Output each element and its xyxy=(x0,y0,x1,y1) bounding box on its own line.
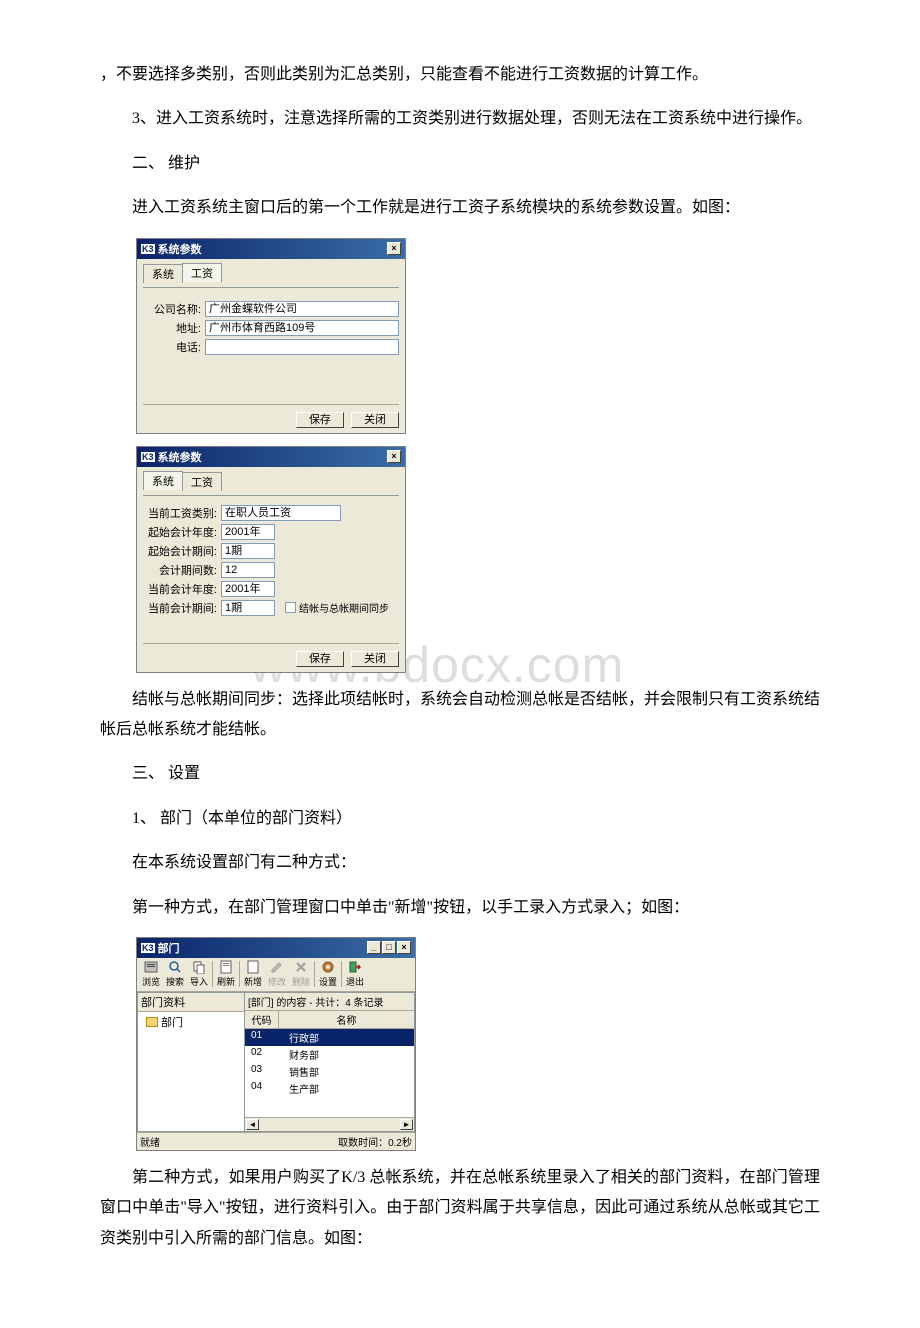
dialog-titlebar: K3 系统参数 × xyxy=(137,447,405,467)
checkbox-sync[interactable] xyxy=(285,602,296,613)
paragraph: 结帐与总帐期间同步：选择此项结帐时，系统会自动检测总帐是否结帐，并会限制只有工资… xyxy=(100,685,820,746)
input-cur-period[interactable]: 1期 xyxy=(221,600,275,616)
checkbox-sync-label: 结帐与总帐期间同步 xyxy=(299,600,389,615)
label-cur-type: 当前工资类别: xyxy=(143,505,221,521)
import-icon xyxy=(192,960,206,974)
tree-root-label: 部门 xyxy=(161,1014,183,1030)
toolbar: 浏览 搜索 导入 刷新 新增 xyxy=(137,958,415,992)
exit-icon xyxy=(348,960,362,974)
close-icon[interactable]: × xyxy=(387,242,401,255)
system-param-dialog-salary-tab: K3 系统参数 × 系统 工资 当前工资类别: 在职人员工资 起始会计年度: xyxy=(136,446,406,673)
input-cur-year[interactable]: 2001年 xyxy=(221,581,275,597)
paragraph: 进入工资系统主窗口后的第一个工作就是进行工资子系统模块的系统参数设置。如图： xyxy=(100,193,820,223)
horizontal-scrollbar[interactable]: ◄ ► xyxy=(245,1117,414,1131)
tabs: 系统 工资 xyxy=(143,263,399,282)
tb-setting[interactable]: 设置 xyxy=(316,960,340,988)
label-start-year: 起始会计年度: xyxy=(143,524,221,540)
section-heading: 三、 设置 xyxy=(100,759,820,789)
table-row[interactable]: 03 销售部 xyxy=(245,1063,414,1080)
input-cur-type[interactable]: 在职人员工资 xyxy=(221,505,341,521)
paragraph: 1、 部门（本单位的部门资料） xyxy=(100,804,820,834)
dialog-titlebar: K3 部门 _ □ × xyxy=(137,938,415,958)
paragraph: 第二种方式，如果用户购买了K/3 总帐系统，并在总帐系统里录入了相关的部门资料，… xyxy=(100,1163,820,1254)
folder-icon xyxy=(146,1017,158,1027)
table-row[interactable]: 02 财务部 xyxy=(245,1046,414,1063)
search-icon xyxy=(168,960,182,974)
tb-add[interactable]: 新增 xyxy=(241,960,265,988)
dialog-title: 系统参数 xyxy=(158,241,202,257)
table-row[interactable]: 04 生产部 xyxy=(245,1080,414,1097)
setting-icon xyxy=(321,960,335,974)
save-button[interactable]: 保存 xyxy=(296,412,344,428)
tb-delete[interactable]: 删除 xyxy=(289,960,313,988)
tb-browse[interactable]: 浏览 xyxy=(139,960,163,988)
brand-icon: K3 xyxy=(141,943,155,953)
tree-heading: 部门资料 xyxy=(138,993,244,1012)
paragraph: 第一种方式，在部门管理窗口中单击"新增"按钮，以手工录入方式录入；如图： xyxy=(100,893,820,923)
maximize-icon[interactable]: □ xyxy=(382,941,396,954)
department-dialog: K3 部门 _ □ × 浏览 搜索 xyxy=(136,937,416,1151)
input-address[interactable]: 广州市体育西路109号 xyxy=(205,320,399,336)
dialog-titlebar: K3 系统参数 × xyxy=(137,239,405,259)
brand-icon: K3 xyxy=(141,244,155,254)
dialog-title: 系统参数 xyxy=(158,449,202,465)
tb-exit[interactable]: 退出 xyxy=(343,960,367,988)
input-start-year[interactable]: 2001年 xyxy=(221,524,275,540)
label-company: 公司名称: xyxy=(143,301,205,317)
close-icon[interactable]: × xyxy=(387,450,401,463)
tb-import[interactable]: 导入 xyxy=(187,960,211,988)
add-icon xyxy=(246,960,260,974)
close-icon[interactable]: × xyxy=(397,941,411,954)
tree-root-item[interactable]: 部门 xyxy=(138,1012,244,1032)
list-pane: [部门] 的内容 - 共计：4 条记录 代码 名称 01 行政部 02 财务部 xyxy=(245,992,415,1132)
col-header-name[interactable]: 名称 xyxy=(279,1011,414,1028)
tb-edit[interactable]: 修改 xyxy=(265,960,289,988)
label-address: 地址: xyxy=(143,320,205,336)
tab-salary[interactable]: 工资 xyxy=(182,263,222,282)
close-button[interactable]: 关闭 xyxy=(351,651,399,667)
table-row[interactable]: 01 行政部 xyxy=(245,1029,414,1046)
input-phone[interactable] xyxy=(205,339,399,355)
paragraph: ，不要选择多类别，否则此类别为汇总类别，只能查看不能进行工资数据的计算工作。 xyxy=(100,60,820,90)
tabs: 系统 工资 xyxy=(143,471,399,490)
tree-pane: 部门资料 部门 xyxy=(137,992,245,1132)
close-button[interactable]: 关闭 xyxy=(351,412,399,428)
edit-icon xyxy=(270,960,284,974)
system-param-dialog-system-tab: K3 系统参数 × 系统 工资 公司名称: 广州金蝶软件公司 地址: 广 xyxy=(136,238,406,434)
label-start-period: 起始会计期间: xyxy=(143,543,221,559)
tab-system[interactable]: 系统 xyxy=(143,264,183,283)
tb-search[interactable]: 搜索 xyxy=(163,960,187,988)
brand-icon: K3 xyxy=(141,452,155,462)
minimize-icon[interactable]: _ xyxy=(367,941,381,954)
label-cur-year: 当前会计年度: xyxy=(143,581,221,597)
input-period-count[interactable]: 12 xyxy=(221,562,275,578)
scroll-left-icon[interactable]: ◄ xyxy=(246,1119,259,1130)
refresh-icon xyxy=(219,960,233,974)
dialog-title: 部门 xyxy=(158,940,180,956)
tab-system[interactable]: 系统 xyxy=(143,471,183,490)
tab-salary[interactable]: 工资 xyxy=(182,472,222,491)
save-button[interactable]: 保存 xyxy=(296,651,344,667)
col-header-code[interactable]: 代码 xyxy=(245,1011,279,1028)
label-cur-period: 当前会计期间: xyxy=(143,600,221,616)
scroll-right-icon[interactable]: ► xyxy=(400,1119,413,1130)
list-header: 代码 名称 xyxy=(245,1011,414,1029)
status-bar: 就绪 取数时间：0.2秒 xyxy=(137,1132,415,1150)
paragraph: 在本系统设置部门有二种方式： xyxy=(100,848,820,878)
input-start-period[interactable]: 1期 xyxy=(221,543,275,559)
input-company[interactable]: 广州金蝶软件公司 xyxy=(205,301,399,317)
tb-refresh[interactable]: 刷新 xyxy=(214,960,238,988)
status-right: 取数时间：0.2秒 xyxy=(338,1134,412,1149)
delete-icon xyxy=(294,960,308,974)
paragraph: 3、进入工资系统时，注意选择所需的工资类别进行数据处理，否则无法在工资系统中进行… xyxy=(100,104,820,134)
list-title: [部门] 的内容 - 共计：4 条记录 xyxy=(245,993,414,1011)
browse-icon xyxy=(144,960,158,974)
label-period-count: 会计期间数: xyxy=(143,562,221,578)
status-left: 就绪 xyxy=(140,1134,160,1149)
label-phone: 电话: xyxy=(143,339,205,355)
section-heading: 二、 维护 xyxy=(100,149,820,179)
